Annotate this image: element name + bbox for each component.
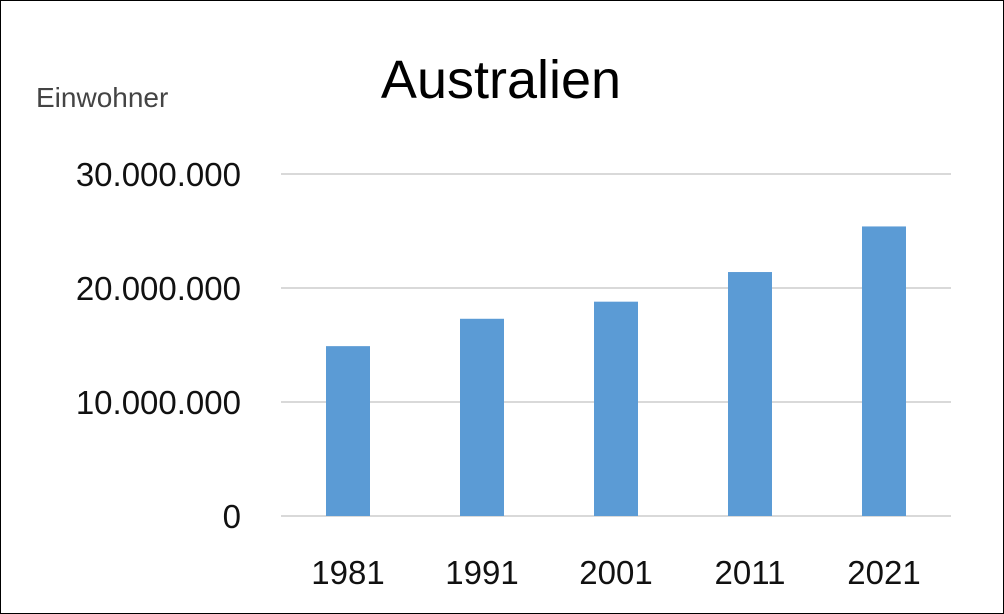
bar-2021	[862, 226, 906, 516]
x-tick-label: 1991	[445, 554, 518, 591]
y-tick-label: 30.000.000	[76, 156, 241, 193]
y-tick-label: 0	[223, 498, 241, 535]
x-tick-label: 1981	[311, 554, 384, 591]
bar-1981	[326, 346, 370, 516]
y-tick-label: 10.000.000	[76, 384, 241, 421]
chart-title: Australien	[381, 50, 621, 110]
y-tick-label: 20.000.000	[76, 270, 241, 307]
bar-2001	[594, 301, 638, 516]
y-axis-label: Einwohner	[36, 82, 168, 113]
bar-1991	[460, 318, 504, 516]
x-tick-label: 2021	[847, 554, 920, 591]
bar-2011	[728, 272, 772, 516]
x-tick-label: 2001	[579, 554, 652, 591]
x-tick-label: 2011	[715, 554, 786, 591]
